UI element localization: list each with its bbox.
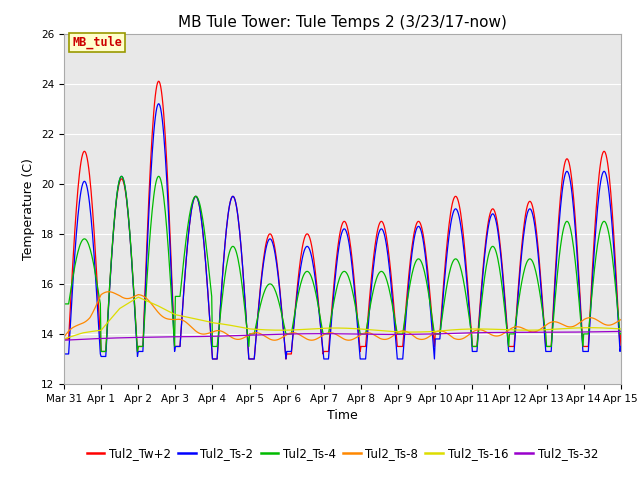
Tul2_Ts-8	[183, 320, 191, 326]
Legend: Tul2_Tw+2, Tul2_Ts-2, Tul2_Ts-4, Tul2_Ts-8, Tul2_Ts-16, Tul2_Ts-32: Tul2_Tw+2, Tul2_Ts-2, Tul2_Ts-4, Tul2_Ts…	[82, 443, 603, 465]
Tul2_Ts-16	[617, 326, 625, 332]
Tul2_Tw+2	[60, 336, 68, 342]
Tul2_Ts-4	[97, 348, 105, 354]
Line: Tul2_Ts-4: Tul2_Ts-4	[64, 176, 621, 351]
Tul2_Ts-2	[154, 101, 162, 107]
Tul2_Tw+2	[445, 228, 452, 234]
Tul2_Ts-4	[154, 173, 162, 179]
Tul2_Ts-32	[206, 334, 214, 339]
Tul2_Ts-8	[617, 317, 625, 323]
Tul2_Ts-4	[617, 331, 625, 337]
Tul2_Ts-8	[335, 334, 343, 339]
Tul2_Ts-16	[566, 325, 574, 331]
Tul2_Ts-2	[60, 351, 68, 357]
Title: MB Tule Tower: Tule Temps 2 (3/23/17-now): MB Tule Tower: Tule Temps 2 (3/23/17-now…	[178, 15, 507, 30]
X-axis label: Time: Time	[327, 409, 358, 422]
Tul2_Ts-8	[568, 324, 575, 330]
Tul2_Tw+2	[390, 299, 397, 304]
Line: Tul2_Ts-2: Tul2_Ts-2	[64, 104, 621, 359]
Tul2_Ts-4	[184, 224, 191, 229]
Tul2_Ts-16	[207, 320, 215, 325]
Tul2_Ts-2	[335, 241, 343, 247]
Tul2_Tw+2	[207, 335, 215, 340]
Tul2_Ts-2	[390, 309, 397, 315]
Tul2_Ts-4	[568, 230, 575, 236]
Tul2_Ts-16	[183, 314, 191, 320]
Tul2_Ts-4	[335, 276, 343, 282]
Tul2_Ts-32	[60, 337, 68, 343]
Tul2_Ts-4	[60, 301, 68, 307]
Y-axis label: Temperature (C): Temperature (C)	[22, 158, 35, 260]
Tul2_Ts-32	[334, 331, 342, 337]
Tul2_Ts-32	[566, 329, 573, 335]
Tul2_Tw+2	[568, 173, 575, 179]
Tul2_Ts-32	[182, 334, 190, 339]
Tul2_Ts-2	[207, 335, 215, 340]
Tul2_Ts-32	[388, 332, 396, 337]
Tul2_Ts-32	[443, 331, 451, 336]
Tul2_Ts-16	[444, 327, 451, 333]
Tul2_Ts-2	[445, 239, 452, 244]
Tul2_Ts-8	[390, 333, 397, 338]
Tul2_Ts-16	[60, 336, 68, 342]
Line: Tul2_Ts-32: Tul2_Ts-32	[64, 331, 621, 340]
Tul2_Ts-8	[207, 330, 215, 336]
Tul2_Ts-32	[617, 328, 625, 334]
Line: Tul2_Ts-8: Tul2_Ts-8	[64, 292, 621, 340]
Line: Tul2_Ts-16: Tul2_Ts-16	[64, 297, 621, 339]
Tul2_Ts-16	[389, 329, 397, 335]
Tul2_Ts-2	[568, 185, 575, 191]
Line: Tul2_Tw+2: Tul2_Tw+2	[64, 81, 621, 359]
Tul2_Ts-8	[445, 331, 452, 337]
Tul2_Tw+2	[154, 78, 162, 84]
Text: MB_tule: MB_tule	[72, 36, 122, 49]
Tul2_Tw+2	[617, 331, 625, 337]
Tul2_Ts-4	[208, 293, 216, 300]
Tul2_Ts-8	[271, 337, 278, 343]
Tul2_Tw+2	[335, 234, 343, 240]
Tul2_Ts-8	[105, 289, 113, 295]
Tul2_Ts-8	[60, 334, 68, 340]
Tul2_Tw+2	[183, 248, 191, 253]
Tul2_Ts-16	[134, 294, 142, 300]
Tul2_Ts-2	[617, 344, 625, 349]
Tul2_Ts-2	[209, 356, 216, 362]
Tul2_Ts-4	[390, 309, 397, 314]
Tul2_Tw+2	[209, 356, 216, 362]
Tul2_Ts-16	[335, 325, 342, 331]
Tul2_Ts-2	[183, 248, 191, 253]
Tul2_Ts-4	[445, 275, 452, 281]
